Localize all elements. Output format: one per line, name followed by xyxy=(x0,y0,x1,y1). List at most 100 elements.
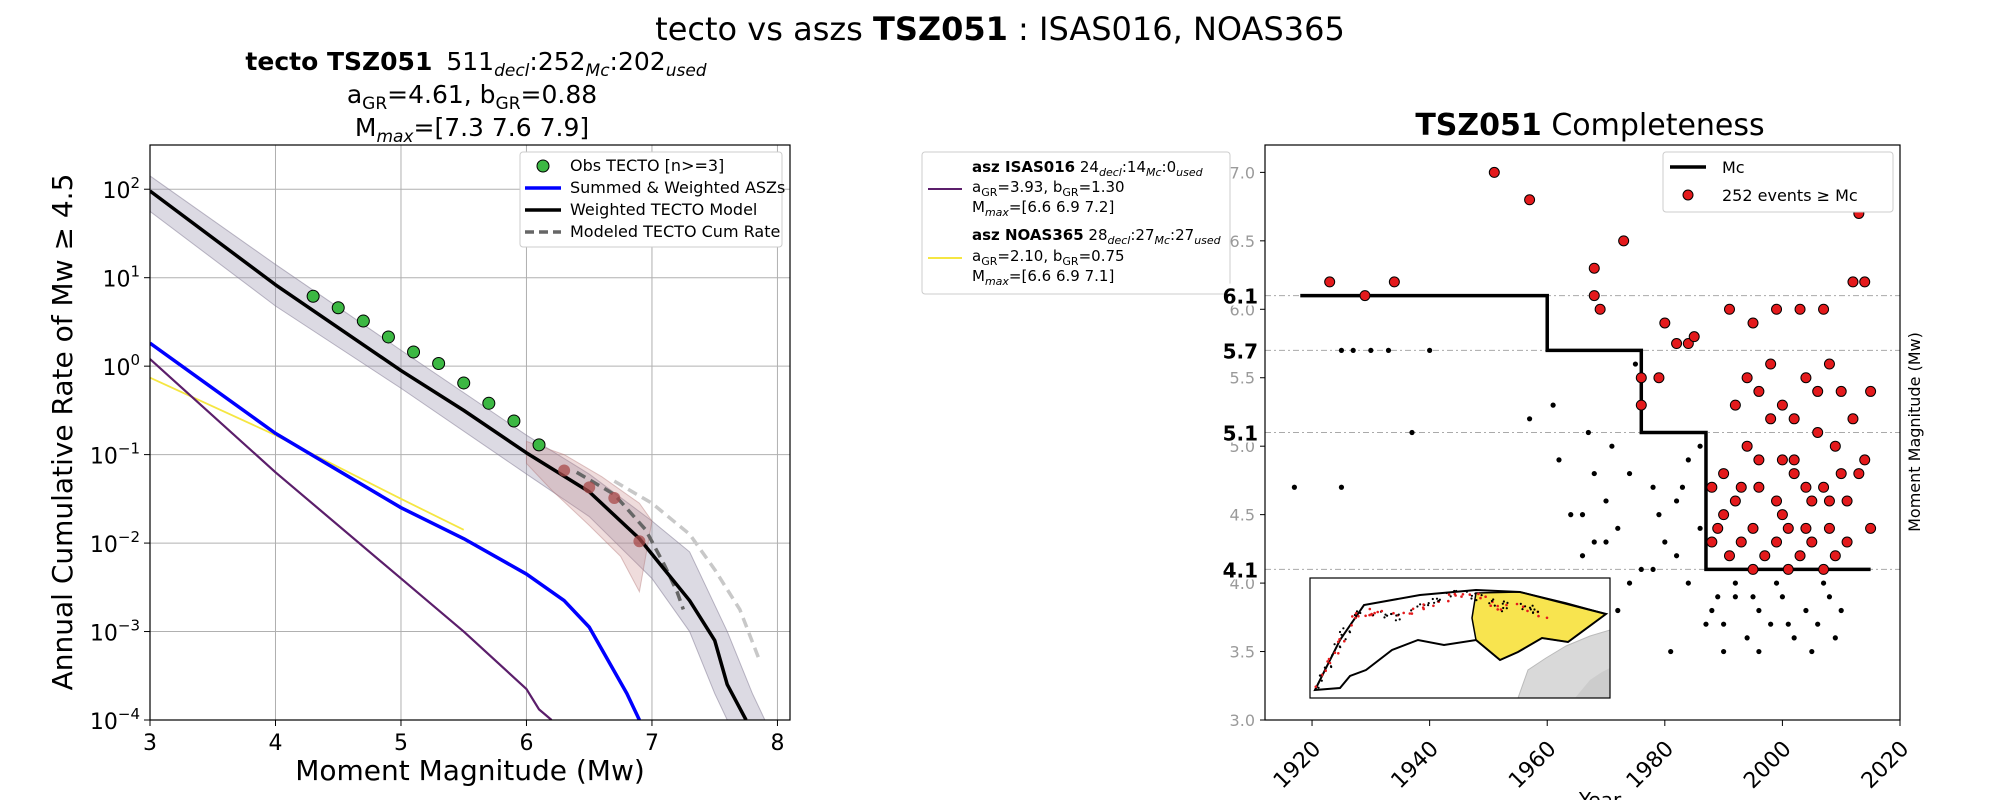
mc-level-label: 5.1 xyxy=(1223,422,1258,446)
event-point-below-mc xyxy=(1368,347,1374,353)
inset-event-dot xyxy=(1492,598,1495,601)
event-point-above-mc xyxy=(1765,413,1777,425)
inset-event-dot xyxy=(1333,643,1336,646)
event-point-above-mc xyxy=(1753,454,1765,466)
event-point-below-mc xyxy=(1732,594,1738,600)
event-point-above-mc xyxy=(1835,385,1847,397)
event-point-below-mc xyxy=(1579,512,1586,518)
obs-point-low-count xyxy=(558,464,571,477)
event-point-above-mc xyxy=(1712,522,1724,534)
inset-event-dot xyxy=(1521,608,1524,611)
event-point-above-mc xyxy=(1753,385,1765,397)
event-point-below-mc xyxy=(1673,498,1680,504)
event-point-above-mc xyxy=(1635,372,1647,384)
inset-event-dot xyxy=(1524,605,1527,608)
inset-event-dot xyxy=(1368,613,1371,617)
inset-event-dot xyxy=(1408,612,1412,615)
event-point-below-mc xyxy=(1591,539,1597,545)
left-x-tick-label: 8 xyxy=(770,731,784,756)
series-line-light-dashed xyxy=(613,479,761,659)
left-x-tick-label: 6 xyxy=(519,731,533,756)
event-point-below-mc xyxy=(1721,648,1727,655)
legend-label-asz-sum: Summed & Weighted ASZs xyxy=(570,178,785,197)
inset-event-dot xyxy=(1411,607,1415,611)
inset-event-dot xyxy=(1397,613,1400,616)
inset-event-dot xyxy=(1460,595,1463,598)
event-point-below-mc xyxy=(1615,525,1621,531)
event-point-below-mc xyxy=(1838,607,1844,614)
event-point-below-mc xyxy=(1556,457,1562,463)
event-point-above-mc xyxy=(1735,536,1747,548)
event-point-below-mc xyxy=(1756,607,1762,614)
event-point-above-mc xyxy=(1723,303,1735,315)
inset-event-dot xyxy=(1427,602,1430,605)
inset-event-dot xyxy=(1390,612,1393,616)
event-point-above-mc xyxy=(1659,317,1671,329)
inset-event-dot xyxy=(1357,614,1360,618)
event-point-above-mc xyxy=(1829,550,1841,562)
inset-event-dot xyxy=(1350,624,1353,627)
event-point-below-mc xyxy=(1626,470,1633,477)
inset-event-dot xyxy=(1342,627,1345,630)
event-point-above-mc xyxy=(1747,563,1759,575)
event-point-above-mc xyxy=(1859,454,1871,466)
inset-event-dot xyxy=(1410,612,1414,615)
event-point-below-mc xyxy=(1526,416,1533,422)
inset-event-dot xyxy=(1433,601,1436,604)
event-point-below-mc xyxy=(1550,402,1556,408)
inset-event-dot xyxy=(1319,674,1322,677)
mc-label-bg xyxy=(1225,338,1261,361)
event-point-below-mc xyxy=(1385,347,1392,353)
inset-event-dot xyxy=(1326,660,1329,663)
left-x-tick-label: 4 xyxy=(268,731,282,756)
event-point-above-mc xyxy=(1653,372,1665,384)
event-point-below-mc xyxy=(1662,539,1668,545)
inset-event-dot xyxy=(1445,591,1448,595)
obs-point xyxy=(507,414,521,428)
obs-point xyxy=(331,301,345,315)
event-point-above-mc xyxy=(1388,276,1400,288)
inset-event-dot xyxy=(1506,601,1509,605)
event-point-below-mc xyxy=(1427,347,1433,353)
event-point-above-mc xyxy=(1771,495,1783,507)
event-point-below-mc xyxy=(1685,580,1691,586)
inset-event-dot xyxy=(1432,604,1435,608)
event-point-above-mc xyxy=(1823,358,1835,370)
event-point-below-mc xyxy=(1650,566,1656,573)
asz-legend-noas365-line3: Mmax=[6.6 6.9 7.1] xyxy=(972,267,1114,288)
event-point-below-mc xyxy=(1338,484,1345,490)
inset-event-dot xyxy=(1338,638,1341,641)
asz-legend-isas016-line2: aGR=3.93, bGR=1.30 xyxy=(972,178,1125,199)
inset-event-dot xyxy=(1320,679,1323,682)
inset-event-dot xyxy=(1394,619,1397,622)
legend-label-obs: Obs TECTO [n>=3] xyxy=(570,156,724,175)
inset-event-dot xyxy=(1480,594,1483,597)
left-legend-box xyxy=(519,151,783,248)
inset-event-dot xyxy=(1493,604,1496,607)
right-black-points xyxy=(1291,347,1844,655)
inset-event-dot xyxy=(1461,593,1465,596)
right-legend-marker-events xyxy=(1682,189,1694,201)
inset-event-dot xyxy=(1502,606,1505,610)
series-line-weighted-tecto-model xyxy=(150,189,748,720)
right-plot-frame xyxy=(1264,144,1901,721)
obs-point xyxy=(532,438,546,452)
event-point-below-mc xyxy=(1756,648,1762,655)
legend-label-tecto-model: Weighted TECTO Model xyxy=(570,200,757,219)
event-point-above-mc xyxy=(1841,536,1853,548)
event-point-below-mc xyxy=(1609,443,1615,449)
event-point-above-mc xyxy=(1688,331,1700,343)
obs-uncertainty-band xyxy=(525,440,653,594)
inset-event-dot xyxy=(1395,614,1398,617)
inset-event-dot xyxy=(1496,604,1499,608)
right-y-tick-label: 7.0 xyxy=(1230,163,1255,182)
left-plot-frame xyxy=(149,144,791,721)
event-point-above-mc xyxy=(1594,303,1606,315)
left-points xyxy=(306,289,646,548)
event-point-above-mc xyxy=(1776,454,1788,466)
right-legend: Mc 252 events ≥ Mc xyxy=(1662,151,1894,213)
inset-event-dot xyxy=(1477,592,1480,596)
left-chart-title: tecto TSZ051 511decl:252Mc:202used aGR=4.… xyxy=(245,47,706,147)
event-point-below-mc xyxy=(1803,607,1809,614)
inset-event-dot xyxy=(1536,610,1540,613)
